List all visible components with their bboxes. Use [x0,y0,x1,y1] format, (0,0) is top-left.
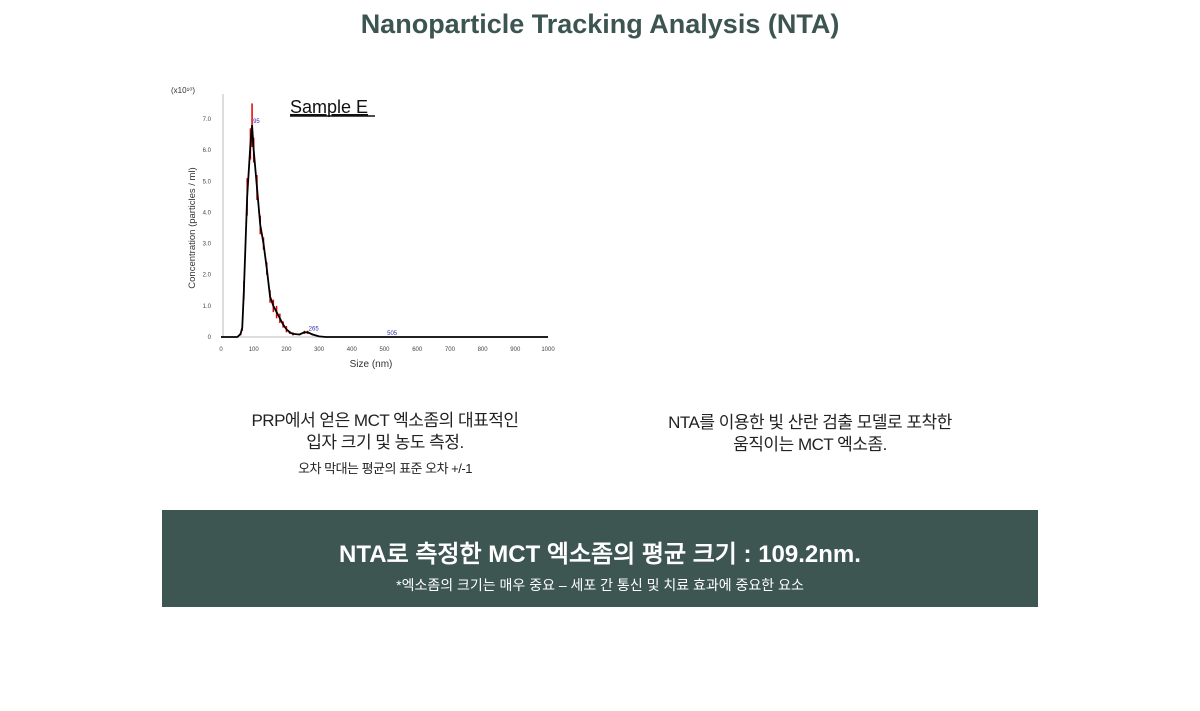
x-axis-label: Size (nm) [350,359,393,370]
x-tick-label: 600 [412,347,423,353]
y-tick-label: 7.0 [203,117,212,123]
y-tick-label: 6.0 [203,148,212,154]
banner-headline: NTA로 측정한 MCT 엑소좀의 평균 크기 : 109.2nm. [339,541,861,568]
y-tick-label: 1.0 [203,304,212,310]
x-tick-label: 900 [510,347,521,353]
chart-caption: PRP에서 얻은 MCT 엑소좀의 대표적인 입자 크기 및 농도 측정. 오차… [180,410,590,480]
x-tick-label: 0 [219,347,223,353]
caption-line: PRP에서 얻은 MCT 엑소좀의 대표적인 [251,411,519,430]
y-tick-label: 3.0 [203,242,212,248]
peak-label: 95 [253,119,260,125]
video-caption: NTA를 이용한 빛 산란 검출 모델로 포착한 움직이는 MCT 엑소좀. [600,412,1020,456]
x-tick-label: 100 [249,347,260,353]
concentration-line [221,125,548,338]
x-tick-label: 800 [478,347,489,353]
chart-title: Sample E [290,97,368,117]
x-tick-label: 400 [347,347,358,353]
caption-line: 입자 크기 및 농도 측정. [306,433,464,452]
x-tick-label: 1000 [541,347,555,353]
x-tick-label: 200 [281,347,292,353]
x-tick-label: 300 [314,347,325,353]
caption-line: NTA를 이용한 빛 산란 검출 모델로 포착한 [668,413,952,432]
x-tick-label: 500 [379,347,390,353]
summary-banner: NTA로 측정한 MCT 엑소좀의 평균 크기 : 109.2nm. *엑소좀의… [162,510,1038,607]
y-axis-label: Concentration (particles / ml) [187,167,198,288]
peak-label: 265 [309,326,320,332]
page-title: Nanoparticle Tracking Analysis (NTA) [360,9,840,39]
y-tick-label: 4.0 [203,210,212,216]
caption-note: 오차 막대는 평균의 표준 오차 +/-1 [298,461,472,476]
y-unit-label: (x10¹⁰) [171,86,195,95]
x-tick-label: 700 [445,347,456,353]
nta-size-chart: 0 100 200 300 400 500 600 700 800 900 1000 0 1.0 2.0 3… [171,86,555,370]
peak-label: 505 [387,331,398,337]
banner-note: *엑소좀의 크기는 매우 중요 – 세포 간 통신 및 치료 효과에 중요한 요… [396,577,804,593]
y-tick-label: 0 [208,335,212,341]
y-tick-label: 5.0 [203,179,212,185]
y-tick-label: 2.0 [203,273,212,279]
caption-line: 움직이는 MCT 엑소좀. [733,435,887,454]
